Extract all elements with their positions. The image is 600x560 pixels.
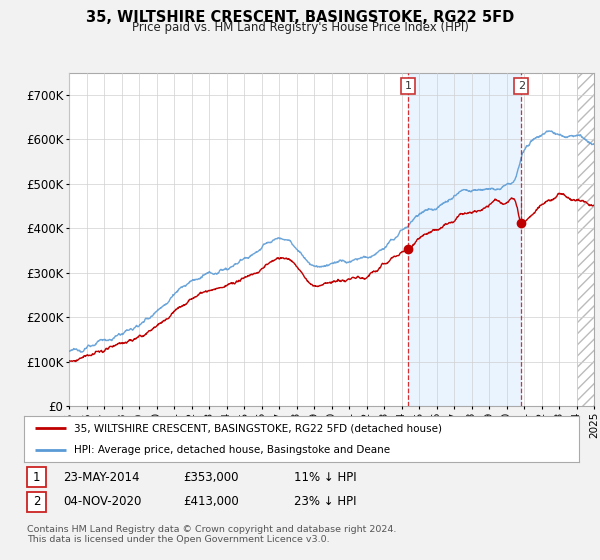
Text: 23% ↓ HPI: 23% ↓ HPI: [294, 495, 356, 508]
Text: 35, WILTSHIRE CRESCENT, BASINGSTOKE, RG22 5FD: 35, WILTSHIRE CRESCENT, BASINGSTOKE, RG2…: [86, 10, 514, 25]
Text: 1: 1: [33, 470, 40, 484]
Text: 1: 1: [404, 81, 412, 91]
Text: £353,000: £353,000: [183, 470, 239, 484]
Text: £413,000: £413,000: [183, 495, 239, 508]
Text: 35, WILTSHIRE CRESCENT, BASINGSTOKE, RG22 5FD (detached house): 35, WILTSHIRE CRESCENT, BASINGSTOKE, RG2…: [74, 423, 442, 433]
Bar: [408, 73, 521, 406]
Text: 2: 2: [518, 81, 525, 91]
Text: HPI: Average price, detached house, Basingstoke and Deane: HPI: Average price, detached house, Basi…: [74, 445, 390, 455]
Bar: [577, 73, 594, 406]
Text: 04-NOV-2020: 04-NOV-2020: [63, 495, 142, 508]
Text: Contains HM Land Registry data © Crown copyright and database right 2024.
This d: Contains HM Land Registry data © Crown c…: [27, 525, 397, 544]
Text: Price paid vs. HM Land Registry's House Price Index (HPI): Price paid vs. HM Land Registry's House …: [131, 21, 469, 34]
Bar: [577, 73, 594, 406]
Text: 23-MAY-2014: 23-MAY-2014: [63, 470, 139, 484]
Text: 11% ↓ HPI: 11% ↓ HPI: [294, 470, 356, 484]
Text: 2: 2: [33, 495, 40, 508]
